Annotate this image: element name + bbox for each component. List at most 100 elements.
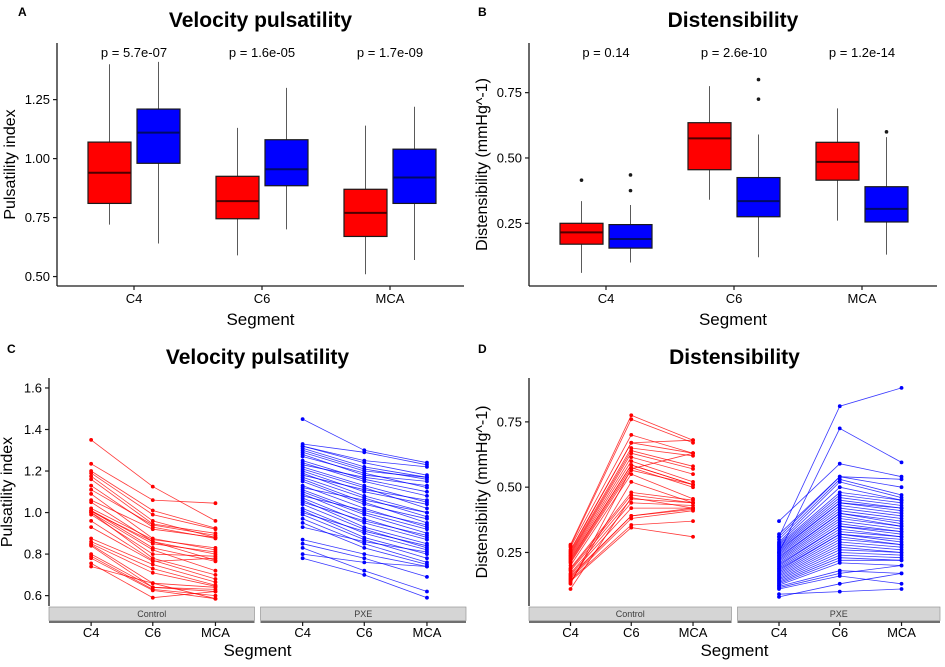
- subject-line: [90, 463, 216, 504]
- data-point: [213, 527, 218, 532]
- facet-strip: [737, 606, 941, 621]
- data-point: [899, 386, 904, 390]
- panel-title: Velocity pulsatility: [166, 346, 350, 369]
- y-tick-label: 0.75: [25, 210, 50, 225]
- panel-d-distensibility-line-chart: D Distensibility Distensibility (mmHg^-1) S…: [474, 342, 941, 660]
- data-point: [362, 529, 367, 534]
- outlier-point: [884, 130, 889, 134]
- panel-letter: C: [7, 342, 16, 356]
- data-point: [837, 490, 842, 495]
- data-point: [362, 560, 367, 565]
- data-point: [425, 527, 429, 532]
- data-point: [89, 487, 94, 492]
- y-tick-label: 1.0: [24, 505, 42, 520]
- data-point: [150, 498, 155, 502]
- data-point: [837, 547, 842, 552]
- data-point: [213, 580, 218, 584]
- data-point: [300, 525, 305, 529]
- data-point: [425, 502, 429, 507]
- data-point: [899, 500, 904, 505]
- data-point: [629, 459, 634, 463]
- data-point: [629, 455, 634, 459]
- data-point: [300, 546, 305, 550]
- data-point: [899, 555, 904, 560]
- data-point: [150, 559, 155, 564]
- data-point: [300, 479, 305, 484]
- data-point: [629, 417, 634, 422]
- data-point: [837, 516, 842, 521]
- data-point: [362, 573, 367, 577]
- data-point: [425, 533, 429, 538]
- data-point: [362, 556, 367, 561]
- y-tick-label: 0.6: [24, 588, 42, 603]
- data-point: [691, 451, 695, 456]
- data-point: [837, 537, 842, 542]
- data-point: [899, 460, 904, 465]
- boxplots: [559, 77, 909, 273]
- box-C4-PXE: [608, 173, 653, 263]
- box-body: [136, 108, 181, 164]
- data-point: [777, 532, 781, 537]
- subject-lines: [777, 386, 904, 599]
- box-MCA-Control: [343, 125, 388, 275]
- subject-line: [90, 499, 216, 538]
- data-point: [837, 553, 842, 557]
- data-point: [691, 498, 695, 503]
- y-tick-label: 0.25: [497, 216, 522, 231]
- data-point: [425, 479, 429, 484]
- data-point: [362, 508, 367, 513]
- data-point: [837, 498, 842, 503]
- data-point: [899, 508, 904, 513]
- x-tick-label: C6: [623, 625, 640, 640]
- x-tick-label: MCA: [679, 625, 708, 640]
- data-point: [300, 541, 305, 546]
- y-axis: 0.25 0.50 0.75: [497, 43, 530, 286]
- data-point: [691, 464, 695, 469]
- data-point: [899, 547, 904, 552]
- data-point: [837, 561, 842, 565]
- data-point: [837, 581, 842, 586]
- facet-strip-label: PXE: [354, 609, 372, 619]
- data-point: [362, 512, 367, 517]
- data-point: [899, 493, 904, 497]
- data-point: [425, 516, 429, 521]
- data-point: [425, 595, 429, 600]
- data-point: [691, 482, 695, 487]
- y-axis-title: Pulsatility index: [2, 109, 19, 219]
- data-point: [362, 487, 367, 492]
- data-point: [691, 438, 695, 443]
- data-point: [837, 519, 842, 523]
- data-point: [150, 484, 155, 489]
- data-point: [899, 540, 904, 544]
- y-tick-label: 0.50: [25, 269, 50, 284]
- data-point: [213, 559, 218, 564]
- data-point: [629, 516, 634, 521]
- facet-pxe: PXE C4 C6 MCA: [737, 386, 941, 640]
- data-point: [568, 568, 573, 573]
- y-axis-title: Distensibility (mmHg^-1): [474, 406, 491, 579]
- data-point: [899, 532, 904, 537]
- data-point: [629, 463, 634, 467]
- data-point: [691, 472, 695, 476]
- data-point: [837, 426, 842, 431]
- p-value-annotations: p = 5.7e-07 p = 1.6e-05 p = 1.7e-09: [101, 45, 423, 60]
- data-point: [150, 523, 155, 527]
- data-point: [213, 593, 218, 598]
- data-point: [837, 521, 842, 526]
- data-point: [899, 519, 904, 523]
- data-point: [629, 467, 634, 471]
- data-point: [777, 592, 781, 597]
- data-point: [837, 485, 842, 490]
- box-C4-PXE: [136, 61, 181, 244]
- data-point: [425, 506, 429, 511]
- y-tick-label: 1.2: [24, 464, 42, 479]
- data-point: [362, 450, 367, 455]
- facet-strip-label: Control: [137, 609, 166, 619]
- data-point: [89, 474, 94, 479]
- panel-title: Distensibility: [668, 9, 799, 32]
- data-point: [691, 503, 695, 508]
- data-point: [300, 454, 305, 459]
- data-point: [691, 519, 695, 523]
- box-MCA-PXE: [864, 130, 909, 255]
